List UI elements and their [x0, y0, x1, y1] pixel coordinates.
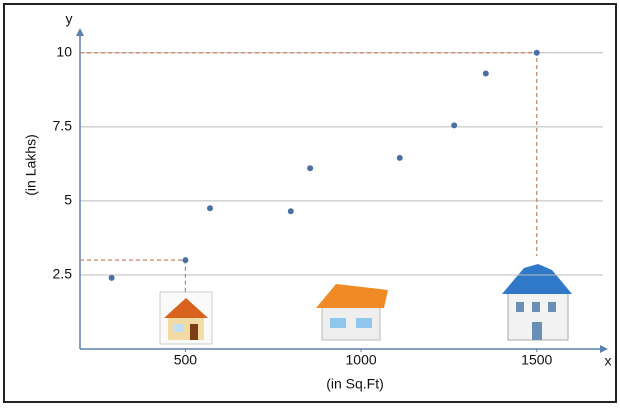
x-tick-label: 1500 [521, 352, 552, 368]
x-axis-title: (in Sq.Ft) [326, 376, 384, 392]
x-arrow [600, 345, 608, 353]
point [108, 274, 115, 281]
x-axis-name: x [605, 353, 612, 369]
y-arrow [76, 28, 84, 36]
point [287, 208, 294, 215]
point [482, 70, 489, 77]
point [396, 154, 403, 161]
point [533, 49, 540, 56]
y-axis-title: (in Lakhs) [23, 134, 39, 195]
x-tick-label: 500 [174, 352, 198, 368]
y-tick-label: 10 [56, 43, 72, 59]
house-medium [316, 284, 388, 341]
house-large [502, 264, 572, 341]
point [451, 122, 458, 129]
y-axis-name: y [66, 11, 73, 27]
x-tick-label: 1000 [346, 352, 377, 368]
frame [3, 3, 617, 403]
point [307, 165, 314, 172]
y-tick-label: 2.5 [53, 266, 73, 282]
y-tick-label: 5 [64, 192, 72, 208]
y-tick-label: 7.5 [53, 118, 73, 134]
house-small [159, 291, 213, 345]
point [182, 257, 189, 264]
point [207, 205, 213, 212]
